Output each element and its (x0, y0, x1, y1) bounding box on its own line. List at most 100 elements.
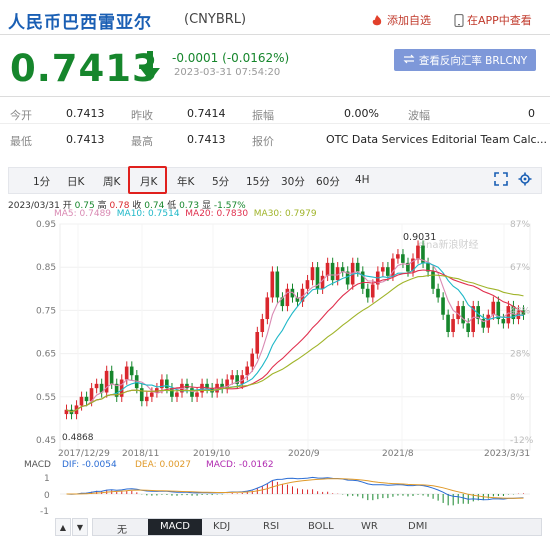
open-in-app-button[interactable]: 在APP中查看 (454, 12, 532, 28)
low-value: 0.7413 (66, 133, 105, 146)
ma30-value: MA30: 0.7979 (253, 209, 317, 219)
ohlc-low-label: 低 (167, 201, 177, 211)
tab-yearly[interactable]: 年K (177, 176, 195, 188)
candle-body (265, 297, 270, 320)
pct-tick-label: 48% (510, 306, 530, 316)
ohlc-close-label: 收 (132, 201, 142, 211)
candle-body (310, 267, 315, 281)
dea-line (66, 478, 524, 499)
scroll-right-button[interactable]: ▼ (72, 518, 88, 536)
candle-body (426, 262, 430, 272)
indicator-macd[interactable]: MACD (148, 519, 202, 535)
pct-tick-label: -12% (510, 436, 534, 446)
tab-daily[interactable]: 日K (67, 176, 85, 188)
macd-ytick-0: 0 (44, 491, 50, 501)
candle-body (391, 258, 395, 276)
wave-label: 波幅 (408, 109, 430, 122)
tab-monthly[interactable]: 月K (140, 176, 158, 188)
macd-dea: DEA: 0.0027 (135, 460, 191, 470)
ohlc-chg-label: 显 (202, 201, 212, 211)
x-tick-label: 2018/11 (122, 449, 159, 459)
candle-body (205, 383, 209, 389)
candle-body (149, 392, 154, 397)
candle-body (124, 366, 129, 380)
candle-body (370, 284, 375, 298)
candle-body (220, 383, 224, 389)
candle-body (471, 306, 475, 332)
candle-body (225, 379, 229, 389)
candle-body (325, 262, 330, 276)
tab-5min[interactable]: 5分 (212, 176, 230, 188)
divider (0, 34, 550, 35)
pct-tick-label: 87% (510, 220, 530, 230)
indicator-dmi[interactable]: DMI (408, 521, 428, 532)
open-label: 今开 (10, 109, 32, 122)
ma-line-ma30 (66, 274, 524, 413)
reverse-rate-label: 查看反向汇率 BRLCNY (418, 54, 528, 67)
candle-body (476, 306, 481, 320)
prev-close-value: 0.7414 (187, 107, 226, 120)
macd-label: MACD (24, 460, 51, 470)
amplitude-value: 0.00% (344, 107, 379, 120)
tab-1min[interactable]: 1分 (33, 176, 51, 188)
candle-body (411, 258, 415, 272)
quote-source-value: OTC Data Services Editorial Team Calc... (326, 133, 548, 146)
tab-4h[interactable]: 4H (355, 174, 370, 186)
fullscreen-icon[interactable] (494, 172, 508, 189)
add-watchlist-button[interactable]: 添加自选 (370, 12, 431, 28)
y-tick-label: 0.45 (36, 436, 56, 446)
min-label: 0.4868 (62, 433, 94, 443)
kline-chart[interactable]: sina新浪财经 0.95 0.85 0.75 0.65 0.55 0.45 87% 67%… (0, 218, 550, 516)
quote-source-label: 报价 (252, 135, 274, 148)
phone-icon (454, 13, 464, 27)
candle-body (511, 306, 516, 320)
tab-15min[interactable]: 15分 (246, 176, 270, 188)
x-tick-label: 2021/8 (382, 449, 414, 459)
symbol-code: (CNYBRL) (184, 12, 247, 27)
indicator-kdj[interactable]: KDJ (213, 521, 231, 532)
candle-body (365, 288, 370, 298)
indicator-rsi[interactable]: RSI (263, 521, 280, 532)
candle-body (305, 280, 310, 289)
candle-body (355, 262, 360, 272)
candle-body (481, 319, 486, 328)
ma20-value: MA20: 0.7830 (185, 209, 249, 219)
y-tick-label: 0.85 (36, 263, 56, 273)
tab-30min[interactable]: 30分 (281, 176, 305, 188)
indicator-boll[interactable]: BOLL (308, 521, 334, 532)
pct-tick-label: 8% (510, 393, 525, 403)
x-tick-label: 2017/12/29 (58, 449, 110, 459)
candle-body (295, 297, 300, 302)
reverse-rate-button[interactable]: 查看反向汇率 BRLCNY (394, 49, 536, 71)
candle-body (441, 297, 445, 315)
scroll-left-button[interactable]: ▲ (55, 518, 71, 536)
ohlc-high-label: 高 (97, 201, 107, 211)
max-label: 0.9031 (403, 232, 436, 243)
candle-body (139, 388, 144, 402)
grid-lines (60, 223, 530, 450)
y-axis-labels: 0.95 0.85 0.75 0.65 0.55 0.45 (36, 220, 56, 446)
ma-line-ma5 (66, 258, 524, 413)
gear-icon[interactable] (518, 172, 532, 189)
tab-60min[interactable]: 60分 (316, 176, 340, 188)
indicator-none[interactable]: 无 (117, 525, 127, 536)
x-tick-label: 2020/9 (288, 449, 320, 459)
tab-weekly[interactable]: 周K (103, 176, 121, 188)
macd-ytick-1: 1 (44, 474, 50, 484)
candle-body (436, 288, 440, 298)
candle-body (170, 388, 174, 397)
candle-body (345, 271, 350, 285)
y-tick-label: 0.65 (36, 350, 56, 360)
ohlc-date: 2023/03/31 (8, 201, 60, 211)
candle-body (315, 267, 320, 289)
candle-body (190, 388, 194, 397)
candle-body (496, 301, 501, 320)
indicator-wr[interactable]: WR (361, 521, 378, 532)
candle-body (245, 366, 250, 376)
price-change: -0.0001 (-0.0162%) (172, 51, 290, 65)
open-in-app-label: 在APP中查看 (467, 14, 532, 27)
candle-body (129, 366, 134, 376)
candle-body (270, 271, 275, 298)
plot-frame (59, 223, 531, 451)
candle-body (195, 392, 199, 397)
